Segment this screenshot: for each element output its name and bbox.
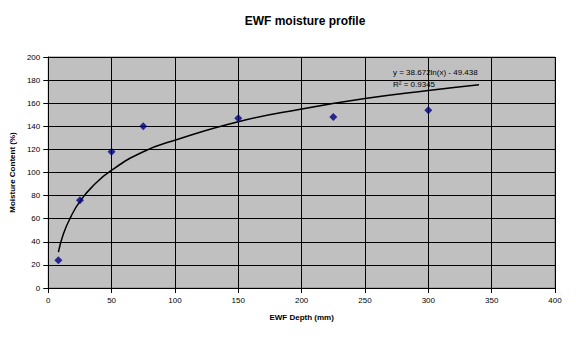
svg-text:EWF moisture profile: EWF moisture profile xyxy=(245,14,366,28)
svg-text:140: 140 xyxy=(27,122,41,131)
svg-text:200: 200 xyxy=(27,53,41,62)
svg-text:40: 40 xyxy=(31,237,40,246)
svg-text:180: 180 xyxy=(27,76,41,85)
svg-text:100: 100 xyxy=(168,296,182,305)
svg-text:0: 0 xyxy=(46,296,51,305)
svg-text:Moisture Content (%): Moisture Content (%) xyxy=(8,132,17,213)
svg-text:y = 38.672ln(x) - 49.438: y = 38.672ln(x) - 49.438 xyxy=(393,68,478,77)
svg-text:160: 160 xyxy=(27,99,41,108)
svg-text:50: 50 xyxy=(107,296,116,305)
svg-text:120: 120 xyxy=(27,145,41,154)
svg-text:350: 350 xyxy=(485,296,499,305)
svg-text:EWF Depth (mm): EWF Depth (mm) xyxy=(269,313,334,322)
svg-text:250: 250 xyxy=(358,296,372,305)
svg-text:150: 150 xyxy=(232,296,246,305)
svg-text:80: 80 xyxy=(31,191,40,200)
svg-text:300: 300 xyxy=(422,296,436,305)
svg-text:60: 60 xyxy=(31,214,40,223)
svg-text:20: 20 xyxy=(31,260,40,269)
svg-text:400: 400 xyxy=(548,296,562,305)
svg-text:R² = 0.9345: R² = 0.9345 xyxy=(393,80,436,89)
svg-text:0: 0 xyxy=(36,284,41,293)
svg-text:200: 200 xyxy=(295,296,309,305)
svg-text:100: 100 xyxy=(27,168,41,177)
